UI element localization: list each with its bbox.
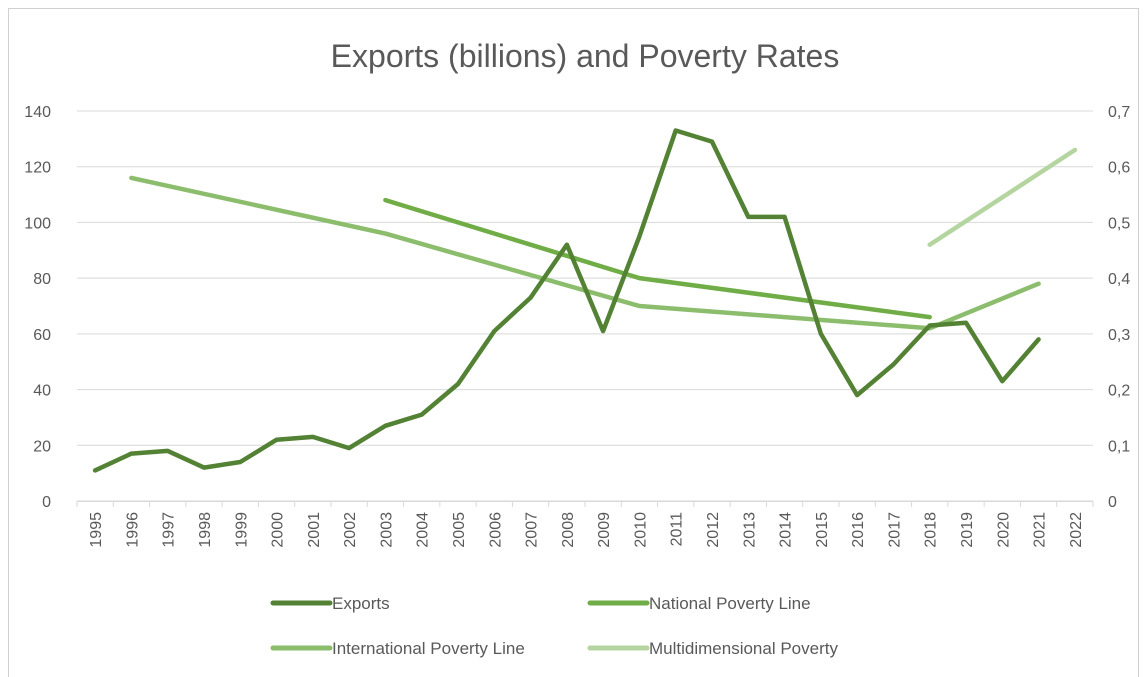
series-line-multidimensional-poverty <box>927 147 1078 247</box>
y-left-tick-label: 40 <box>33 383 51 400</box>
chart-title: Exports (billions) and Poverty Rates <box>331 38 840 74</box>
y-left-tick-label: 20 <box>33 438 51 455</box>
x-axis: 1995 1996 1997 1998 1999 2000 2001 2002 2003 2004… <box>76 501 1094 548</box>
x-tick-label: 1997 <box>161 512 178 548</box>
x-tick-label: 2016 <box>850 512 867 548</box>
x-tick-label: 2002 <box>342 512 359 548</box>
gridlines <box>77 110 1093 502</box>
y-right-tick-label: 0,1 <box>1108 438 1130 455</box>
x-tick-label: 2003 <box>378 512 395 548</box>
x-tick-label: 2004 <box>415 512 432 548</box>
y-right-tick-label: 0,7 <box>1108 104 1130 121</box>
x-tick-label: 2020 <box>995 512 1012 548</box>
legend-label: Multidimensional Poverty <box>649 639 838 658</box>
x-tick-label: 1996 <box>124 512 141 548</box>
x-tick-label: 2007 <box>524 512 541 548</box>
x-tick-label: 1999 <box>233 512 250 548</box>
series-line-national-poverty-line <box>383 197 932 320</box>
legend: Exports National Poverty Line Internationa… <box>270 594 838 658</box>
x-tick-label: 2001 <box>306 512 323 548</box>
x-tick-label: 1998 <box>197 512 214 548</box>
y-left-tick-label: 140 <box>24 104 51 121</box>
x-tick-label: 2005 <box>451 512 468 548</box>
series-line-exports <box>92 128 1041 473</box>
x-tick-label: 2022 <box>1068 512 1085 548</box>
x-tick-label: 2015 <box>814 512 831 548</box>
x-tick-label: 2014 <box>778 512 795 548</box>
y-left-tick-label: 100 <box>24 215 51 232</box>
legend-label: International Poverty Line <box>332 639 525 658</box>
y-right-tick-label: 0,6 <box>1108 160 1130 177</box>
y-right-tick-label: 0,2 <box>1108 383 1130 400</box>
x-tick-label: 2021 <box>1032 512 1049 548</box>
x-tick-label: 2011 <box>669 512 686 547</box>
y-right-tick-label: 0,4 <box>1108 271 1130 288</box>
x-tick-label: 2013 <box>741 512 758 548</box>
y-right-tick-label: 0,5 <box>1108 215 1130 232</box>
y-axis-left: 0 20 40 60 80 100 120 140 <box>24 104 51 511</box>
legend-label: National Poverty Line <box>649 594 811 613</box>
x-tick-label: 2010 <box>632 512 649 548</box>
x-tick-label: 2012 <box>705 512 722 548</box>
x-tick-label: 2018 <box>923 512 940 548</box>
x-tick-label: 2000 <box>270 512 287 548</box>
series-line-international-poverty-line <box>129 175 1041 331</box>
y-right-tick-label: 0 <box>1108 494 1117 511</box>
x-tick-label: 2009 <box>596 512 613 548</box>
y-right-tick-label: 0,3 <box>1108 327 1130 344</box>
x-tick-label: 2006 <box>487 512 504 548</box>
y-left-tick-label: 0 <box>42 494 51 511</box>
y-axis-right: 0 0,1 0,2 0,3 0,4 0,5 0,6 0,7 <box>1108 104 1130 511</box>
x-tick-label: 2008 <box>560 512 577 548</box>
y-left-tick-label: 120 <box>24 160 51 177</box>
y-left-tick-label: 60 <box>33 327 51 344</box>
x-tick-label: 1995 <box>88 512 105 548</box>
x-tick-label: 2019 <box>959 512 976 548</box>
chart-frame <box>8 8 1139 677</box>
y-left-tick-label: 80 <box>33 271 51 288</box>
series-lines <box>92 128 1078 473</box>
legend-label: Exports <box>332 594 390 613</box>
x-tick-label: 2017 <box>886 512 903 548</box>
